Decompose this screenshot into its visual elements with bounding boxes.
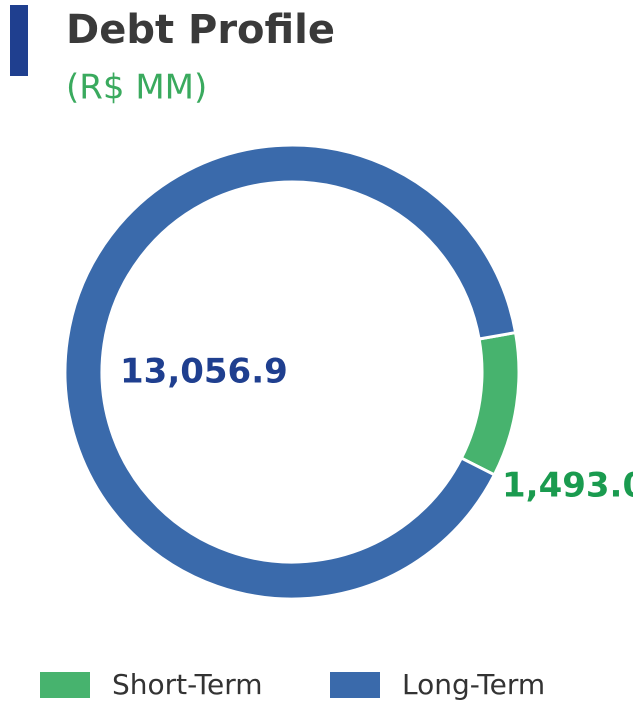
title-accent: [10, 5, 28, 76]
legend-swatch: [330, 672, 380, 698]
chart-subtitle: (R$ MM): [66, 68, 207, 108]
legend-label: Short-Term: [112, 668, 263, 701]
donut-segment: [63, 143, 518, 601]
data-label: 13,056.9: [120, 352, 288, 392]
legend-label: Long-Term: [402, 668, 545, 701]
donut-segment: [459, 330, 521, 477]
data-label: 1,493.0: [502, 466, 633, 506]
legend-swatch: [40, 672, 90, 698]
chart-title: Debt Profile: [66, 7, 335, 53]
